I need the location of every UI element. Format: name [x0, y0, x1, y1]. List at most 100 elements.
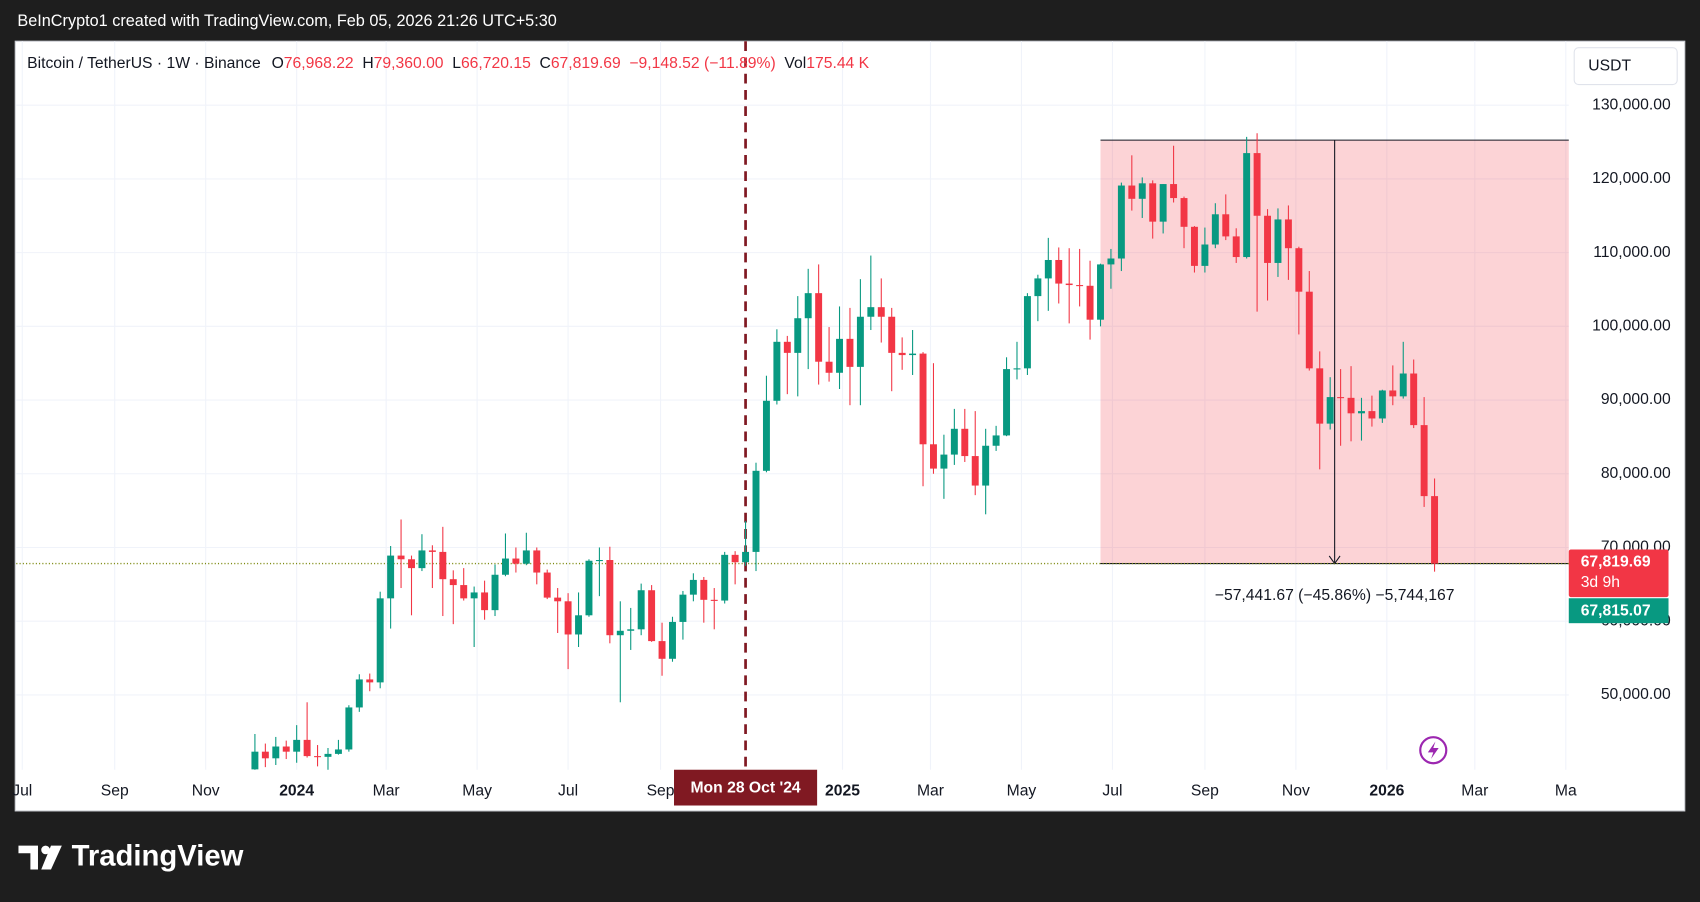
candle-body	[1086, 285, 1094, 320]
legend-label: C	[539, 55, 550, 72]
candle-body	[1003, 369, 1011, 436]
icon-bolt[interactable]	[1427, 741, 1439, 759]
candle-body	[1264, 215, 1272, 263]
candle-body	[1358, 411, 1365, 414]
candle-body	[1399, 373, 1407, 397]
candle-body	[408, 559, 415, 569]
x-tick-label: 2024	[279, 783, 314, 800]
candle-body	[1232, 236, 1240, 258]
logo-part	[18, 845, 38, 870]
candle-body	[971, 456, 979, 486]
candle-body	[1326, 397, 1334, 424]
candle-body	[1076, 285, 1084, 287]
candle-body	[1107, 258, 1115, 265]
candle-body	[1410, 373, 1418, 426]
candle-body	[345, 707, 353, 750]
candle-body	[1274, 219, 1282, 263]
candle-body	[1201, 244, 1209, 266]
legend: Bitcoin / TetherUS · 1W · Binance O76,968…	[27, 55, 870, 72]
y-tick-label: 100,000.00	[1592, 317, 1671, 334]
candle-body	[533, 550, 541, 573]
x-tick-label: Sep	[647, 783, 675, 800]
x-tick-label: 2025	[825, 783, 860, 800]
candle-body	[1128, 185, 1136, 199]
candle-body	[314, 756, 322, 758]
legend-label: Vol	[784, 55, 806, 72]
x-tick-label: May	[462, 783, 492, 800]
candle-body	[836, 338, 843, 373]
candle-body	[1431, 496, 1439, 564]
candle-body	[1243, 153, 1251, 258]
candle-body	[1117, 185, 1125, 259]
candle-body	[449, 579, 457, 586]
candle-body	[1044, 259, 1052, 279]
symbol-title: Bitcoin / TetherUS · 1W · Binance	[27, 55, 261, 72]
candle-body	[272, 746, 280, 759]
candle-body	[1159, 184, 1167, 222]
last-price-label: 67,819.69	[1581, 554, 1651, 571]
legend-value: 67,819.69	[551, 55, 621, 72]
icon-ring[interactable]	[1419, 736, 1448, 765]
candle-body	[1337, 397, 1345, 399]
candle-body	[512, 558, 520, 564]
candle-body	[1347, 397, 1355, 414]
candle-body	[856, 316, 864, 367]
crosshair-pill	[674, 769, 818, 806]
candle-body	[1149, 183, 1157, 222]
logo-part	[41, 845, 50, 855]
candle-body	[585, 560, 593, 616]
candle-body	[794, 318, 802, 353]
candle-body	[1295, 248, 1303, 292]
candle-body	[752, 470, 760, 552]
candle-body	[575, 615, 583, 635]
legend-value: 175.44 K	[806, 55, 869, 72]
candle-body	[731, 554, 739, 563]
candle-body	[439, 551, 447, 580]
candle-body	[815, 293, 823, 362]
lightning-icon[interactable]	[1419, 736, 1448, 765]
candle-body	[1305, 291, 1313, 369]
x-tick-label: Sep	[101, 783, 129, 800]
candle-body	[606, 560, 614, 636]
y-tick-label: 130,000.00	[1592, 96, 1671, 113]
candle-body	[783, 341, 791, 353]
header-text: BeInCrypto1 created with TradingView.com…	[17, 12, 556, 30]
candle-body	[982, 445, 990, 486]
x-tick-label: Mar	[917, 783, 944, 800]
candle-body	[710, 599, 718, 601]
candle-body	[397, 555, 405, 560]
candle-body	[1180, 198, 1188, 227]
candle-body	[1368, 411, 1376, 419]
candle-body	[909, 353, 917, 356]
candle-body	[1222, 214, 1230, 237]
y-tick-label: 50,000.00	[1601, 686, 1671, 703]
candle-body	[669, 621, 676, 659]
candle-body	[1065, 283, 1073, 286]
x-tick-label: Jul	[1102, 783, 1122, 800]
candle-body	[481, 592, 489, 611]
x-tick-label: 2026	[1369, 783, 1404, 800]
candle-body	[501, 558, 509, 575]
candle-body	[1013, 368, 1021, 370]
legend-label: H	[362, 55, 373, 72]
candle-body	[418, 550, 426, 569]
logo-part	[41, 845, 62, 870]
y-tick-label: 80,000.00	[1601, 465, 1671, 482]
candle-body	[846, 338, 854, 367]
candle-body	[637, 590, 645, 630]
legend-label: L	[452, 55, 461, 72]
bid-price-pill	[1568, 598, 1669, 624]
x-tick-label: Mar	[1461, 783, 1488, 800]
currency-button[interactable]	[1573, 47, 1678, 86]
candle-body	[700, 579, 708, 600]
candle-body	[1316, 368, 1324, 424]
candle-body	[950, 428, 958, 455]
candle-body	[303, 739, 311, 757]
x-tick-label: Jul	[12, 783, 32, 800]
candle-body	[522, 550, 530, 564]
candle-body	[804, 293, 812, 319]
last-price-pill	[1568, 549, 1669, 598]
candle-body	[940, 454, 948, 469]
currency-label[interactable]: USDT	[1588, 57, 1631, 74]
